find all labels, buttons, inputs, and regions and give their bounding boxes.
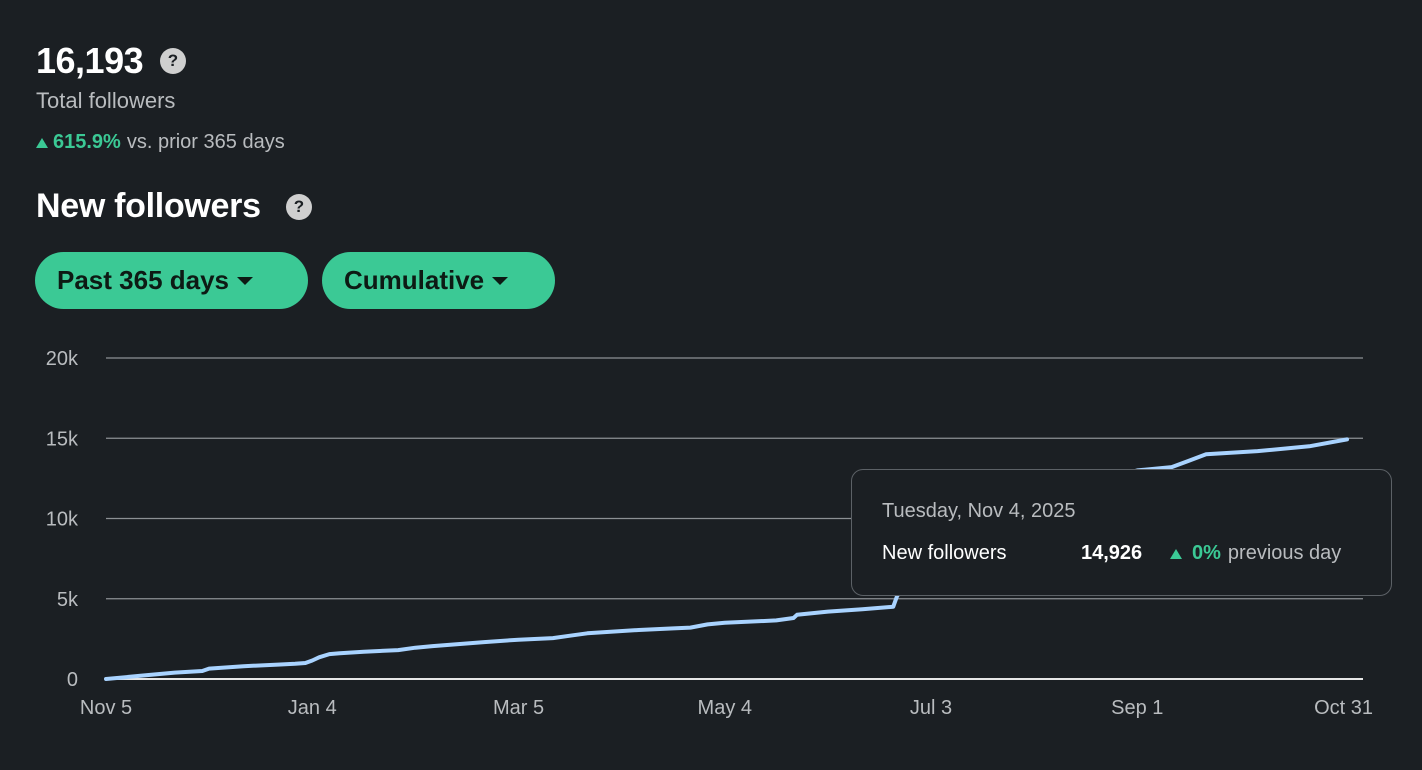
total-change-percent: 615.9% [53,131,121,153]
chart-tooltip: Tuesday, Nov 4, 2025 New followers 14,92… [851,469,1392,596]
x-tick-label: Sep 1 [1111,697,1163,719]
x-tick-label: Jul 3 [910,697,952,719]
tooltip-metric-label: New followers [882,542,1007,564]
tooltip-date: Tuesday, Nov 4, 2025 [882,500,1076,522]
y-tick-label: 15k [46,428,79,450]
triangle-up-icon [1170,548,1182,559]
x-tick-label: Oct 31 [1314,697,1373,719]
mode-dropdown[interactable]: Cumulative [322,252,555,309]
x-tick-label: Nov 5 [80,697,132,719]
x-tick-label: Mar 5 [493,697,544,719]
total-change-suffix: vs. prior 365 days [126,131,285,153]
period-dropdown-label: Past 365 days [57,265,230,295]
total-change-row: 615.9% vs. prior 365 days [36,131,285,154]
mode-dropdown-label: Cumulative [344,265,485,295]
caret-down-icon [237,276,254,285]
tooltip-change-percent: 0% [1192,542,1221,564]
section-title: New followers [36,187,261,225]
triangle-up-icon [36,137,48,148]
total-followers-label: Total followers [36,88,176,113]
tooltip-change-suffix: previous day [1227,542,1342,564]
x-tick-label: May 4 [698,697,752,719]
y-tick-label: 10k [46,509,79,531]
tooltip-change: 0% previous day [1170,542,1341,565]
period-dropdown[interactable]: Past 365 days [35,252,308,309]
help-icon[interactable]: ? [160,48,186,74]
help-icon[interactable]: ? [286,194,312,220]
caret-down-icon [492,276,509,285]
y-tick-label: 5k [57,589,79,611]
total-followers-count: 16,193 [36,40,144,81]
tooltip-value: 14,926 [1081,542,1143,564]
y-tick-label: 0 [67,669,78,691]
x-tick-label: Jan 4 [288,697,337,719]
y-tick-label: 20k [46,348,79,370]
